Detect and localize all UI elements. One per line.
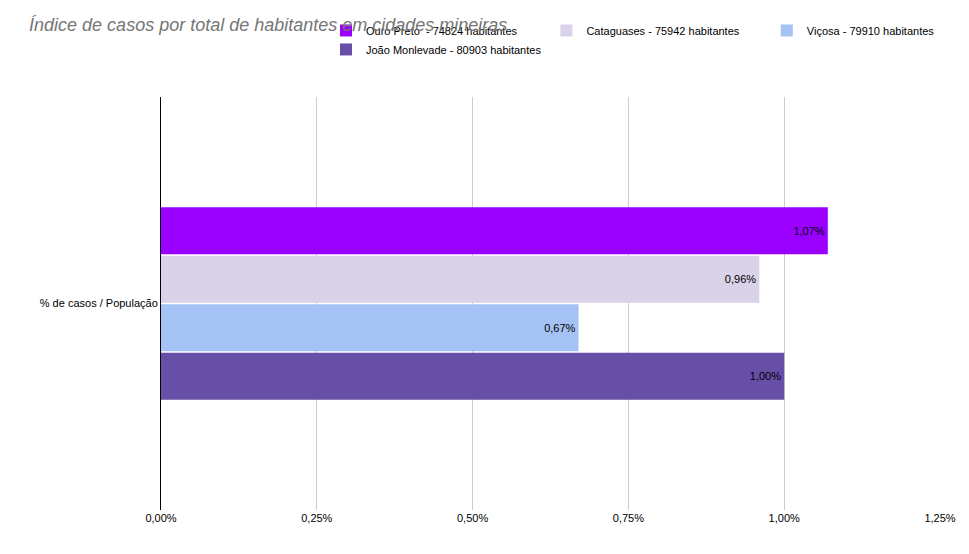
svg-text:0,25%: 0,25% (301, 512, 332, 524)
svg-text:Viçosa - 79910 habitantes: Viçosa - 79910 habitantes (807, 25, 934, 37)
svg-text:0,50%: 0,50% (457, 512, 488, 524)
svg-text:% de casos / População: % de casos / População (40, 297, 158, 309)
svg-text:Ouro Preto - 74824 habitantes: Ouro Preto - 74824 habitantes (366, 25, 518, 37)
svg-text:1,25%: 1,25% (924, 512, 955, 524)
svg-text:João Monlevade - 80903 habitan: João Monlevade - 80903 habitantes (366, 44, 541, 56)
svg-text:Cataguases - 75942 habitantes: Cataguases - 75942 habitantes (586, 25, 739, 37)
svg-text:1,00%: 1,00% (769, 512, 800, 524)
svg-text:0,00%: 0,00% (145, 512, 176, 524)
svg-text:0,96%: 0,96% (725, 273, 756, 285)
svg-text:Índice de casos por total de h: Índice de casos por total de habitantes … (29, 15, 507, 35)
svg-text:1,00%: 1,00% (750, 370, 781, 382)
svg-text:0,75%: 0,75% (613, 512, 644, 524)
svg-text:0,67%: 0,67% (544, 322, 575, 334)
svg-text:1,07%: 1,07% (793, 225, 824, 237)
